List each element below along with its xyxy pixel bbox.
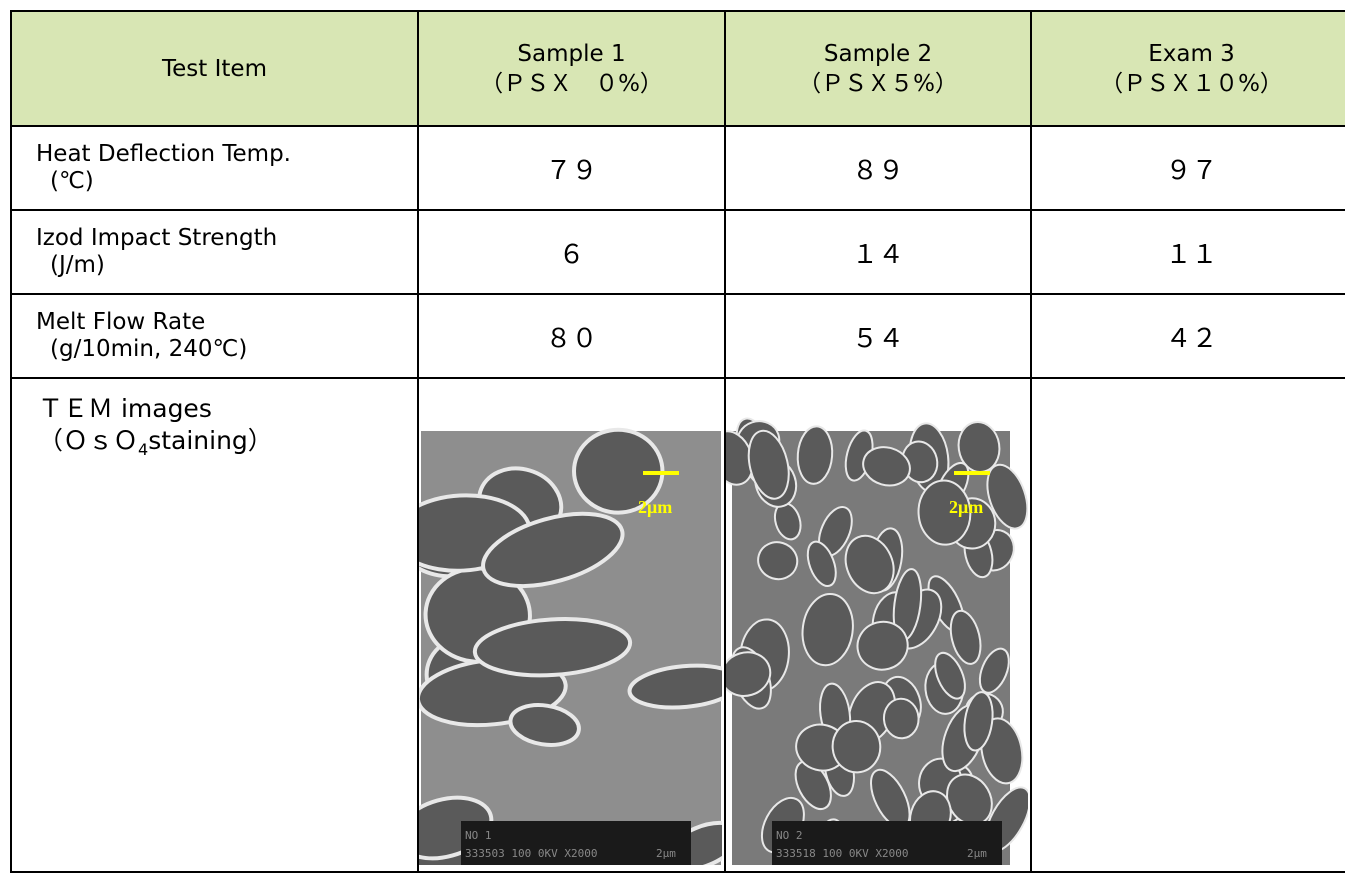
header-cell: Sample 2（ＰＳＸ５%） — [725, 11, 1031, 126]
scale-bar — [643, 471, 679, 475]
tem-text: staining） — [148, 426, 273, 455]
page: Test Item Sample 1（ＰＳＸ ０%） Sample 2（ＰＳＸ５… — [0, 0, 1345, 866]
header-cell: Test Item — [11, 11, 418, 126]
tem-image: 2μm NO 2 333518 100 0KV X2000 2μm — [726, 379, 1028, 865]
header-text: （ＰＳＸ１０%） — [1032, 69, 1345, 99]
tem-subscript: 4 — [138, 440, 148, 459]
value-cell: １４ — [725, 210, 1031, 294]
header-row: Test Item Sample 1（ＰＳＸ ０%） Sample 2（ＰＳＸ５… — [11, 11, 1345, 126]
header-text: （ＰＳＸ ０%） — [419, 69, 724, 99]
data-row: Melt Flow Rate(g/10min, 240℃) ８０ ５４ ４２ — [11, 294, 1345, 378]
scale-label: 2μm — [638, 497, 672, 517]
caption: 333503 100 0KV X2000 — [465, 847, 597, 860]
tem-row: ＴＥＭ images （ＯｓＯ4staining） 2μm NO 1 333503 … — [11, 378, 1345, 872]
scale-label: 2μm — [949, 497, 983, 517]
label-unit: (℃) — [36, 168, 417, 195]
value-cell: ４２ — [1031, 294, 1345, 378]
tem-text: （ＯｓＯ — [38, 426, 138, 455]
tem-line2: （ＯｓＯ4staining） — [38, 425, 417, 466]
value-cell: １１ — [1031, 210, 1345, 294]
image-cell: 2μm NO 2 333518 100 0KV X2000 2μm — [725, 378, 1031, 872]
caption: 2μm — [967, 847, 987, 860]
caption: NO 1 — [465, 829, 492, 842]
header-text: （ＰＳＸ５%） — [726, 69, 1030, 99]
value-cell: ８９ — [725, 126, 1031, 210]
image-cell: 2μm NO 1 333503 100 0KV X2000 2μm — [418, 378, 725, 872]
data-row: Izod Impact Strength(J/m) ６ １４ １１ — [11, 210, 1345, 294]
caption: 2μm — [656, 847, 676, 860]
header-cell: Sample 1（ＰＳＸ ０%） — [418, 11, 725, 126]
header-text: Sample 1 — [419, 39, 724, 69]
label-unit: (J/m) — [36, 252, 417, 279]
label-text: Heat Deflection Temp. — [36, 141, 417, 168]
caption: 333518 100 0KV X2000 — [776, 847, 908, 860]
value-cell: ９７ — [1031, 126, 1345, 210]
tem-label: ＴＥＭ images （ＯｓＯ4staining） — [12, 379, 417, 466]
property-table: Test Item Sample 1（ＰＳＸ ０%） Sample 2（ＰＳＸ５… — [10, 10, 1345, 873]
value-cell: ８０ — [418, 294, 725, 378]
scale-bar — [954, 471, 990, 475]
label-text: Melt Flow Rate — [36, 309, 417, 336]
label-unit: (g/10min, 240℃) — [36, 336, 417, 363]
caption: NO 2 — [776, 829, 803, 842]
header-cell: Exam 3（ＰＳＸ１０%） — [1031, 11, 1345, 126]
empty-cell — [1031, 378, 1345, 872]
data-row: Heat Deflection Temp.(℃) ７９ ８９ ９７ — [11, 126, 1345, 210]
value-cell: ６ — [418, 210, 725, 294]
value-cell: ５４ — [725, 294, 1031, 378]
tem-line1: ＴＥＭ images — [38, 393, 417, 425]
row-label: Heat Deflection Temp.(℃) — [11, 126, 418, 210]
tem-image: 2μm NO 1 333503 100 0KV X2000 2μm — [419, 379, 722, 865]
value-cell: ７９ — [418, 126, 725, 210]
row-label: Melt Flow Rate(g/10min, 240℃) — [11, 294, 418, 378]
tem-label-cell: ＴＥＭ images （ＯｓＯ4staining） — [11, 378, 418, 872]
header-text: Sample 2 — [726, 39, 1030, 69]
header-text: Exam 3 — [1032, 39, 1345, 69]
row-label: Izod Impact Strength(J/m) — [11, 210, 418, 294]
header-text: Test Item — [162, 56, 267, 82]
label-text: Izod Impact Strength — [36, 225, 417, 252]
